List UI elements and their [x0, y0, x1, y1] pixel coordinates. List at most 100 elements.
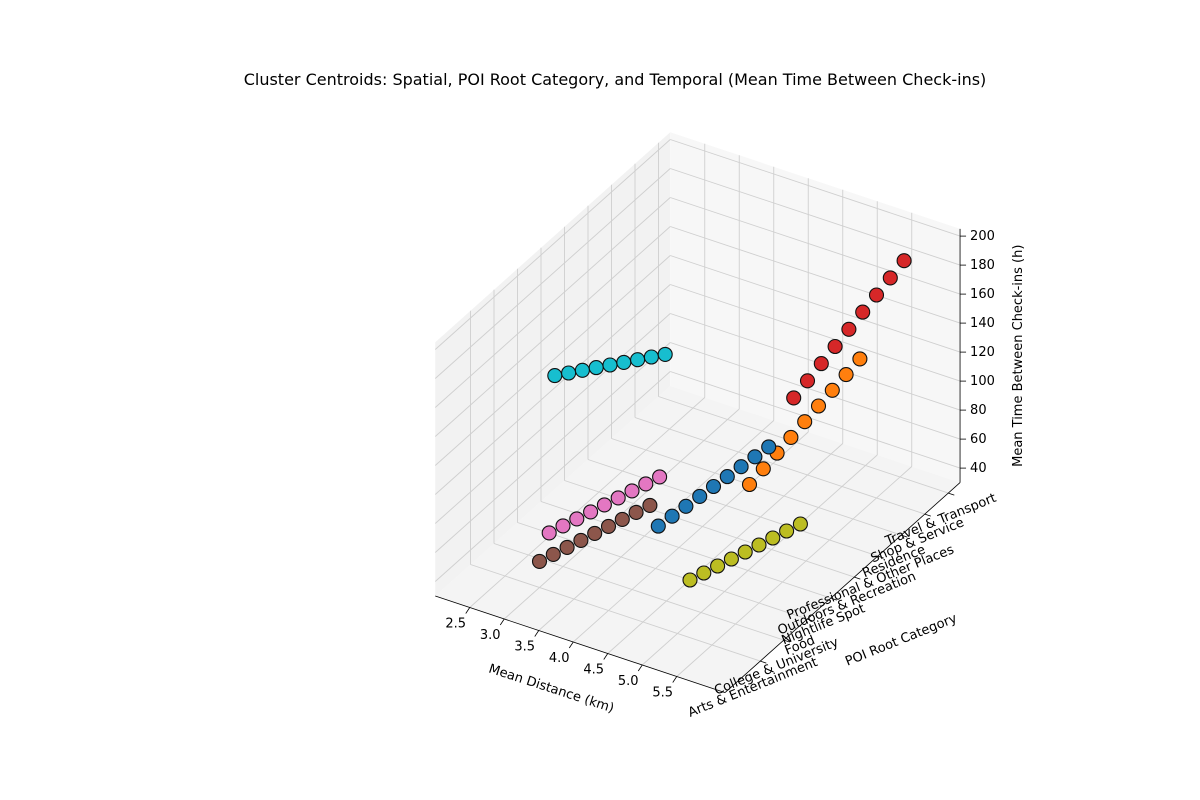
data-point-cyan — [630, 352, 646, 368]
data-point-red — [841, 321, 857, 337]
data-point-olive — [710, 558, 726, 574]
x-tick-mark — [637, 664, 643, 672]
data-point-cyan — [657, 346, 673, 362]
data-point-brown — [600, 518, 617, 534]
y-tick-mark — [783, 639, 790, 643]
data-point-red — [799, 373, 816, 389]
data-point-brown — [587, 525, 603, 541]
data-point-brown — [614, 511, 630, 527]
data-point-pink — [583, 504, 599, 520]
grid-line-z-back — [670, 168, 961, 266]
grid-line-y-floor — [517, 522, 808, 620]
data-point-pink — [596, 497, 612, 513]
data-point-olive — [751, 537, 767, 553]
grid-line-x-floor — [641, 454, 878, 666]
grid-line-z-back — [670, 342, 961, 440]
data-point-pink — [638, 476, 654, 492]
grid-line-y-floor — [634, 417, 925, 515]
data-point-red — [868, 287, 885, 303]
data-point-orange — [755, 461, 771, 477]
x-tick-label: 2.5 — [445, 617, 466, 632]
data-point-brown — [559, 539, 575, 555]
data-point-cyan — [616, 354, 632, 370]
data-point-blue — [719, 469, 735, 485]
data-point-brown — [531, 553, 548, 569]
data-point-pink — [610, 490, 626, 506]
data-point-olive — [779, 523, 795, 539]
grid-line-y-floor — [470, 564, 761, 662]
data-point-brown — [628, 504, 644, 520]
grid-line-x-floor — [676, 466, 913, 677]
data-point-blue — [692, 488, 708, 504]
data-point-pink — [555, 518, 571, 534]
y-tick-mark — [854, 576, 861, 580]
z-tick-label: 120 — [970, 345, 995, 360]
data-point-orange — [824, 382, 840, 398]
z-tick-label: 60 — [970, 432, 987, 447]
data-point-olive — [737, 544, 753, 560]
data-point-brown — [642, 497, 658, 513]
data-point-pink — [541, 525, 557, 541]
pane-back — [670, 132, 961, 483]
data-point-cyan — [547, 368, 563, 384]
grid-line-z-back — [670, 255, 961, 353]
grid-line-z-left — [434, 139, 671, 350]
data-point-olive — [682, 572, 698, 588]
data-point-red — [896, 253, 912, 269]
data-point-blue — [761, 439, 777, 455]
data-point-cyan — [602, 357, 618, 373]
data-point-red — [882, 270, 898, 286]
y-tick-mark — [901, 534, 908, 538]
data-points — [531, 253, 912, 588]
grid-line-z-back — [670, 284, 961, 382]
x-tick-mark — [534, 630, 540, 637]
y-tick-mark — [924, 513, 931, 517]
data-point-olive — [765, 530, 781, 546]
data-point-orange — [741, 476, 758, 493]
data-point-cyan — [561, 365, 577, 381]
data-point-red — [786, 390, 802, 406]
y-tick-mark — [948, 492, 955, 496]
data-point-cyan — [574, 362, 590, 378]
chart-title: Cluster Centroids: Spatial, POI Root Cat… — [243, 70, 987, 89]
x-tick-label: 3.5 — [514, 640, 535, 655]
grid-line-y-floor — [658, 396, 949, 494]
grid-line-z-left — [434, 255, 671, 466]
grid-line-x-floor — [607, 443, 844, 654]
y-axis-line — [724, 482, 961, 693]
data-point-red — [855, 304, 871, 320]
y-tick-mark — [830, 597, 837, 601]
data-point-orange — [852, 351, 868, 367]
z-tick-label: 160 — [970, 287, 995, 302]
data-point-orange — [783, 429, 799, 445]
data-point-blue — [650, 518, 666, 534]
data-point-orange — [810, 398, 827, 414]
data-point-olive — [792, 516, 808, 532]
data-point-cyan — [643, 349, 659, 365]
y-axis-label: POI Root Category — [843, 611, 959, 670]
z-tick-label: 140 — [970, 316, 995, 331]
grid-line-z-back — [670, 371, 961, 469]
x-tick-mark — [672, 676, 678, 683]
grid-line-z-left — [434, 313, 671, 524]
z-tick-label: 180 — [970, 258, 995, 273]
data-point-olive — [723, 551, 739, 567]
x-tick-label: 4.5 — [583, 663, 604, 678]
y-tick-mark — [877, 555, 884, 559]
x-tick-label: 4.0 — [549, 651, 570, 666]
x-tick-mark — [499, 618, 505, 626]
z-tick-label: 80 — [970, 403, 987, 418]
grid-line-z-back — [670, 139, 961, 237]
grid-line-z-left — [434, 342, 671, 553]
grid-line-z-left — [434, 197, 671, 408]
data-point-orange — [838, 367, 854, 383]
data-point-cyan — [588, 360, 604, 376]
data-point-blue — [747, 449, 763, 465]
grid-line-z-left — [434, 371, 671, 582]
grid-line-z-back — [670, 226, 961, 324]
data-point-blue — [664, 508, 680, 524]
data-point-pink — [652, 469, 668, 485]
data-point-pink — [624, 483, 640, 499]
y-tick-mark — [760, 660, 767, 664]
